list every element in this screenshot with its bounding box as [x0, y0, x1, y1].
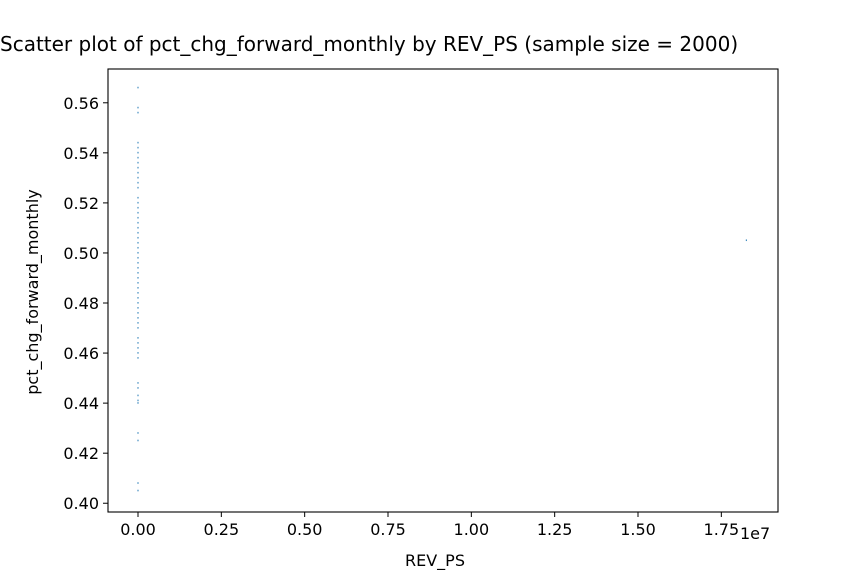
scatter-point	[137, 246, 139, 249]
scatter-point	[137, 241, 139, 244]
scatter-point	[137, 292, 139, 294]
scatter-point	[137, 106, 139, 109]
scatter-point	[137, 86, 139, 89]
x-tick-label: 1.75	[704, 520, 740, 539]
y-tick-label: 0.44	[63, 394, 99, 413]
scatter-point	[137, 342, 139, 344]
x-tick-label: 1.00	[454, 520, 490, 539]
scatter-point	[137, 236, 139, 239]
plot-frame	[107, 68, 779, 513]
scatter-point	[137, 111, 139, 114]
chart-title: Scatter plot of pct_chg_forward_monthly …	[0, 32, 739, 56]
scatter-point	[137, 489, 139, 492]
scatter-point	[137, 276, 139, 279]
scatter-point	[137, 261, 139, 264]
scatter-point	[137, 312, 139, 314]
scatter-point	[745, 239, 747, 242]
scatter-point	[137, 307, 139, 309]
y-tick-label: 0.40	[63, 494, 99, 513]
y-tick-label: 0.46	[63, 344, 99, 363]
y-tick-label: 0.48	[63, 294, 99, 313]
scatter-point	[137, 302, 139, 304]
scatter-point	[137, 399, 139, 402]
scatter-point	[137, 141, 139, 144]
scatter-point	[137, 216, 139, 219]
x-tick-label: 0.75	[370, 520, 406, 539]
scatter-point	[137, 161, 139, 164]
y-tick-label: 0.50	[63, 244, 99, 263]
x-tick-label: 0.50	[287, 520, 323, 539]
scatter-point	[137, 271, 139, 274]
scatter-point	[137, 317, 139, 319]
scatter-point	[137, 432, 139, 434]
scatter-point	[137, 231, 139, 234]
scatter-point	[137, 226, 139, 229]
scatter-point	[137, 176, 139, 179]
y-tick-label: 0.52	[63, 194, 99, 213]
scatter-point	[137, 256, 139, 259]
scatter-point	[137, 352, 139, 354]
x-tick-label: 0.25	[204, 520, 240, 539]
scatter-point	[137, 166, 139, 169]
scatter-point	[137, 181, 139, 184]
x-tick-label: 1.50	[620, 520, 656, 539]
scatter-point	[137, 387, 139, 389]
scatter-point	[137, 402, 139, 404]
scatter-point	[137, 347, 139, 349]
scatter-point	[137, 146, 139, 149]
scatter-point	[137, 357, 139, 359]
x-tick-label: 1.25	[537, 520, 573, 539]
scatter-point	[137, 322, 139, 324]
y-tick-label: 0.54	[63, 144, 99, 163]
scatter-point	[137, 287, 139, 289]
scatter-point	[137, 251, 139, 254]
x-axis-label: REV_PS	[405, 551, 465, 570]
scatter-point	[137, 337, 139, 339]
x-tick-label: 0.00	[120, 520, 156, 539]
scatter-point	[137, 297, 139, 299]
scatter-point	[137, 439, 139, 442]
scatter-point	[137, 221, 139, 224]
scatter-point	[137, 327, 139, 329]
scatter-point	[137, 211, 139, 214]
scatter-point	[137, 186, 139, 189]
scatter-point	[137, 266, 139, 269]
scatter-point	[137, 206, 139, 209]
scatter-point	[137, 196, 139, 199]
x-axis-offset-label: 1e7	[740, 524, 771, 543]
y-tick-label: 0.42	[63, 444, 99, 463]
scatter-point	[137, 482, 139, 484]
scatter-point	[137, 151, 139, 154]
y-tick-label: 0.56	[63, 94, 99, 113]
scatter-point	[137, 201, 139, 204]
scatter-point	[137, 382, 139, 384]
scatter-point	[137, 281, 139, 284]
scatter-point	[137, 394, 139, 397]
scatter-point	[137, 156, 139, 159]
y-axis-label: pct_chg_forward_monthly	[23, 189, 42, 395]
scatter-point	[137, 171, 139, 174]
